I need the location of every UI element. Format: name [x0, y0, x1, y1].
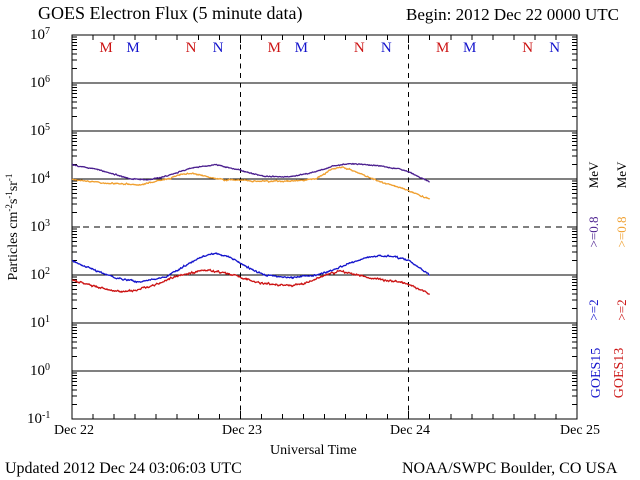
svg-text:N: N — [381, 40, 392, 56]
svg-text:M: M — [268, 40, 281, 56]
svg-text:N: N — [354, 40, 365, 56]
svg-text:M: M — [99, 40, 112, 56]
svg-text:M: M — [463, 40, 476, 56]
svg-text:N: N — [522, 40, 533, 56]
svg-text:M: M — [126, 40, 139, 56]
svg-text:N: N — [186, 40, 197, 56]
svg-text:M: M — [295, 40, 308, 56]
svg-text:N: N — [213, 40, 224, 56]
svg-text:N: N — [549, 40, 560, 56]
svg-text:M: M — [436, 40, 449, 56]
